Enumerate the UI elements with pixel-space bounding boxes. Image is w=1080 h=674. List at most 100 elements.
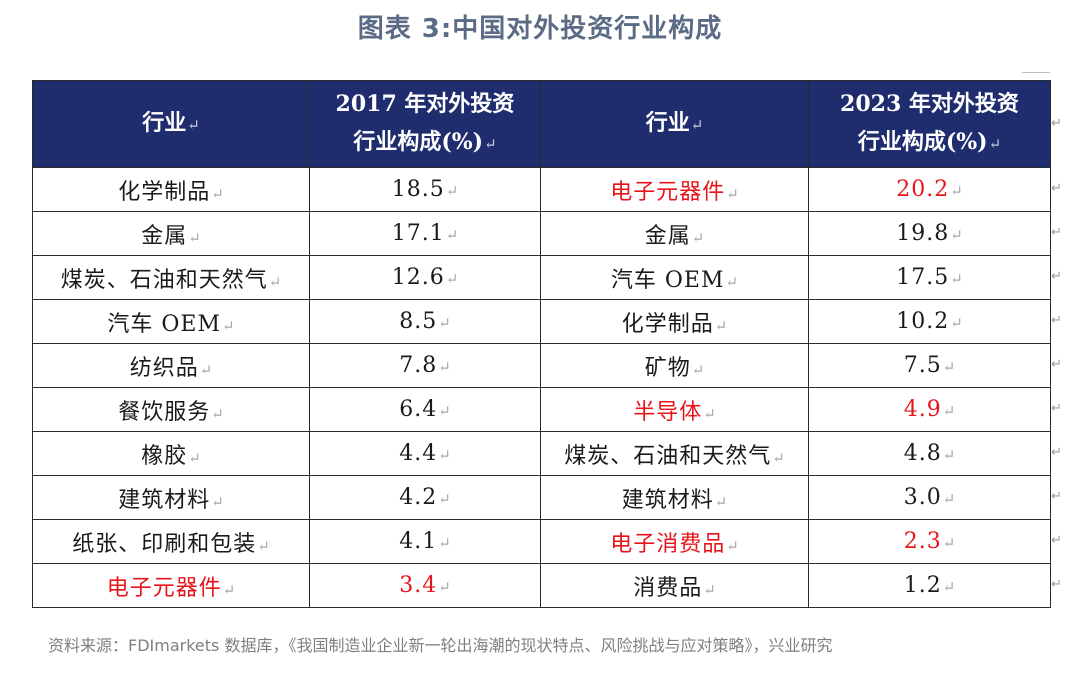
- table-row: 橡胶↵ 4.4↵ 煤炭、石油和天然气↵ 4.8↵: [32, 431, 1051, 476]
- return-mark-icon: ↵: [187, 116, 200, 134]
- industry-2017-cell-text: 汽车 OEM: [107, 311, 222, 337]
- return-mark-icon: ↵: [725, 272, 739, 291]
- industry-2023-cell: 矿物↵: [540, 343, 809, 388]
- return-mark-icon: ↵: [211, 404, 224, 423]
- return-mark-icon: ↵: [942, 490, 956, 508]
- industry-2017-cell-text: 电子元器件: [106, 575, 222, 601]
- edge-return-mark-icon: ↵: [1051, 489, 1062, 504]
- industry-2017-cell: 汽车 OEM↵: [32, 299, 310, 344]
- value-2023-cell: 2.3↵: [808, 519, 1051, 564]
- industry-2023-cell-text: 建筑材料: [621, 487, 714, 513]
- return-mark-icon: ↵: [268, 272, 282, 291]
- table-row: 纺织品↵ 7.8↵ 矿物↵ 7.5↵: [32, 343, 1051, 388]
- industry-2023-cell-text: 消费品: [633, 575, 703, 601]
- return-mark-icon: ↵: [484, 135, 497, 153]
- investment-industry-table: 行业↵ 2017 年对外投资 行业构成(%)↵ 行业↵ 2023 年对外投资 行业构…: [32, 80, 1051, 608]
- value-2023-cell-text: 10.2: [896, 309, 950, 334]
- header-share-2017-line2: 行业构成(%): [353, 129, 484, 155]
- value-2023-cell: 10.2↵: [808, 299, 1051, 344]
- industry-2023-cell: 汽车 OEM↵: [540, 255, 809, 300]
- industry-2023-cell-text: 金属: [644, 223, 691, 249]
- value-2023-cell-text: 4.9: [903, 397, 942, 422]
- value-2017-cell: 17.1↵: [309, 211, 541, 256]
- industry-2017-cell: 纺织品↵: [32, 343, 310, 388]
- return-mark-icon: ↵: [942, 402, 956, 420]
- header-industry-2017: 行业↵: [32, 80, 310, 168]
- industry-2023-cell: 煤炭、石油和天然气↵: [540, 431, 809, 476]
- return-mark-icon: ↵: [438, 402, 451, 420]
- table-row: 建筑材料↵ 4.2↵ 建筑材料↵ 3.0↵: [32, 475, 1051, 520]
- right-edge-marks: ↵ ↵ ↵ ↵ ↵ ↵ ↵ ↵ ↵ ↵ ↵: [1051, 80, 1065, 607]
- return-mark-icon: ↵: [257, 536, 270, 555]
- industry-2023-cell-text: 矿物: [644, 355, 691, 381]
- edge-return-mark-icon: ↵: [1051, 225, 1062, 240]
- edge-return-mark-icon: ↵: [1051, 357, 1062, 372]
- industry-2017-cell: 橡胶↵: [32, 431, 310, 476]
- return-mark-icon: ↵: [211, 492, 224, 511]
- value-2023-cell: 4.8↵: [808, 431, 1051, 476]
- value-2023-cell-text: 20.2: [896, 177, 950, 202]
- table-row: 餐饮服务↵ 6.4↵ 半导体↵ 4.9↵: [32, 387, 1051, 432]
- value-2023-cell-text: 19.8: [896, 221, 950, 246]
- value-2023-cell: 1.2↵: [808, 563, 1051, 608]
- industry-2023-cell: 消费品↵: [540, 563, 809, 608]
- industry-2017-cell-text: 煤炭、石油和天然气: [60, 267, 268, 293]
- return-mark-icon: ↵: [950, 314, 963, 332]
- value-2017-cell-text: 4.1: [399, 529, 438, 554]
- industry-2017-cell-text: 纸张、印刷和包装: [72, 531, 257, 557]
- table-row: 煤炭、石油和天然气↵ 12.6↵ 汽车 OEM↵ 17.5↵: [32, 255, 1051, 300]
- value-2017-cell: 4.4↵: [309, 431, 541, 476]
- edge-return-mark-icon: ↵: [1051, 401, 1062, 416]
- header-share-2023: 2023 年对外投资 行业构成(%)↵: [808, 80, 1051, 168]
- return-mark-icon: ↵: [950, 270, 963, 288]
- value-2023-cell: 4.9↵: [808, 387, 1051, 432]
- table-row: 化学制品↵ 18.5↵ 电子元器件↵ 20.2↵: [32, 167, 1051, 212]
- industry-2023-cell-text: 电子元器件: [610, 179, 726, 205]
- industry-2023-cell: 电子消费品↵: [540, 519, 809, 564]
- value-2023-cell-text: 3.0: [903, 485, 942, 510]
- industry-2017-cell-text: 纺织品: [129, 355, 199, 381]
- value-2017-cell: 3.4↵: [309, 563, 541, 608]
- value-2017-cell: 18.5↵: [309, 167, 541, 212]
- edge-return-mark-icon: ↵: [1051, 116, 1062, 131]
- value-2017-cell-text: 12.6: [391, 265, 445, 290]
- return-mark-icon: ↵: [703, 580, 716, 599]
- return-mark-icon: ↵: [211, 184, 224, 203]
- value-2017-cell-text: 6.4: [399, 397, 438, 422]
- return-mark-icon: ↵: [438, 490, 451, 508]
- return-mark-icon: ↵: [942, 578, 956, 596]
- industry-2017-cell: 建筑材料↵: [32, 475, 310, 520]
- value-2023-cell-text: 4.8: [903, 441, 942, 466]
- return-mark-icon: ↵: [438, 446, 451, 464]
- industry-2023-cell: 化学制品↵: [540, 299, 809, 344]
- industry-2023-cell: 电子元器件↵: [540, 167, 809, 212]
- header-share-2023-line2: 行业构成(%): [857, 129, 988, 155]
- value-2017-cell-text: 8.5: [399, 309, 438, 334]
- value-2017-cell-text: 17.1: [391, 221, 445, 246]
- table-row: 金属↵ 17.1↵ 金属↵ 19.8↵: [32, 211, 1051, 256]
- value-2023-cell-text: 1.2: [903, 573, 942, 598]
- return-mark-icon: ↵: [445, 226, 459, 244]
- industry-2017-cell: 金属↵: [32, 211, 310, 256]
- industry-2017-cell-text: 建筑材料: [118, 487, 211, 513]
- industry-2017-cell-text: 金属: [141, 223, 188, 249]
- industry-2023-cell-text: 汽车 OEM: [610, 267, 725, 293]
- return-mark-icon: ↵: [445, 182, 459, 200]
- return-mark-icon: ↵: [438, 314, 451, 332]
- value-2017-cell-text: 4.4: [399, 441, 438, 466]
- return-mark-icon: ↵: [188, 448, 201, 467]
- value-2017-cell: 7.8↵: [309, 343, 541, 388]
- return-mark-icon: ↵: [222, 316, 235, 335]
- value-2023-cell: 17.5↵: [808, 255, 1051, 300]
- return-mark-icon: ↵: [222, 580, 236, 599]
- industry-2023-cell-text: 电子消费品: [610, 531, 726, 557]
- value-2023-cell-text: 7.5: [903, 353, 942, 378]
- industry-2023-cell-text: 化学制品: [621, 311, 714, 337]
- return-mark-icon: ↵: [942, 534, 956, 552]
- return-mark-icon: ↵: [438, 578, 451, 596]
- value-2023-cell: 3.0↵: [808, 475, 1051, 520]
- industry-2017-cell: 餐饮服务↵: [32, 387, 310, 432]
- return-mark-icon: ↵: [726, 184, 739, 203]
- value-2017-cell-text: 4.2: [399, 485, 438, 510]
- industry-2023-cell-text: 煤炭、石油和天然气: [564, 443, 772, 469]
